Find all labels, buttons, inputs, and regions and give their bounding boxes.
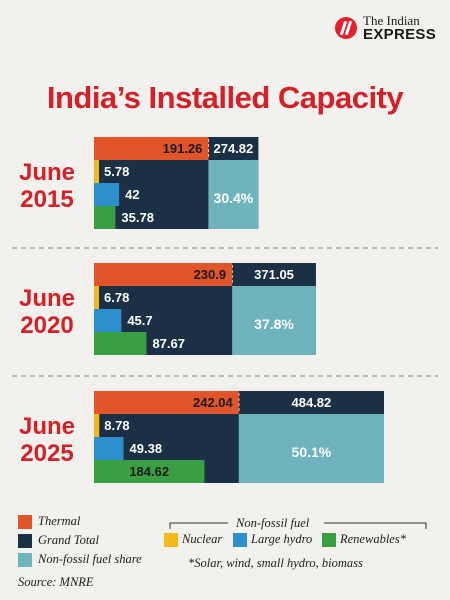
bar-thermal-2020 [94,263,233,286]
bar-nuclear-2020 [94,286,99,309]
bar-thermal-2025 [94,391,239,414]
bar-non-fossil-share-2025 [238,414,384,483]
label-nuclear-2020: 6.78 [104,290,129,305]
label-renewables-2015: 35.78 [121,210,154,225]
brand-line-2: EXPRESS [363,26,436,43]
label-nuclear-2025: 8.78 [104,418,129,433]
label-grand-total-2020: 371.05 [254,267,294,282]
label-large-hydro-2015: 42 [125,187,139,202]
group-label-month-2025: June [19,413,75,440]
bar-large-hydro-2015 [94,183,120,206]
label-large-hydro-2025: 49.38 [130,441,163,456]
source-note: Source: MNRE [18,575,94,589]
label-large-hydro-2020: 45.7 [127,313,152,328]
label-nuclear-2015: 5.78 [104,164,129,179]
bar-nuclear-2015 [94,160,99,183]
chart-title: India’s Installed Capacity [46,80,404,115]
bar-non-fossil-share-2015 [208,160,259,229]
bar-large-hydro-2025 [94,437,124,460]
bar-renewables-2015 [94,206,116,229]
label-renewables-2025: 184.62 [129,464,169,479]
label-grand-total-2015: 274.82 [214,141,254,156]
label-non-fossil-share-2020: 37.8% [254,316,294,332]
label-non-fossil-share-2025: 50.1% [292,444,332,460]
label-thermal-2020: 230.9 [194,267,227,282]
bar-large-hydro-2020 [94,309,122,332]
label-thermal-2015: 191.26 [163,141,203,156]
label-grand-total-2025: 484.82 [292,395,332,410]
brand-line-1: The Indian [363,13,420,28]
bar-nuclear-2025 [94,414,100,437]
group-label-year-2020: 2020 [20,312,73,339]
group-label-year-2015: 2015 [20,186,73,213]
bar-renewables-2025 [94,460,205,483]
group-label-year-2025: 2025 [20,440,73,467]
group-label-month-2015: June [19,159,75,186]
brand-logo: The Indian EXPRESS [335,14,436,42]
label-non-fossil-share-2015: 30.4% [214,190,254,206]
label-renewables-2020: 87.67 [152,336,185,351]
brand-mark-icon [335,17,358,39]
bar-thermal-2015 [94,137,209,160]
bar-non-fossil-share-2020 [232,286,316,355]
group-label-month-2020: June [19,285,75,312]
bar-renewables-2020 [94,332,147,355]
label-thermal-2025: 242.04 [193,395,234,410]
